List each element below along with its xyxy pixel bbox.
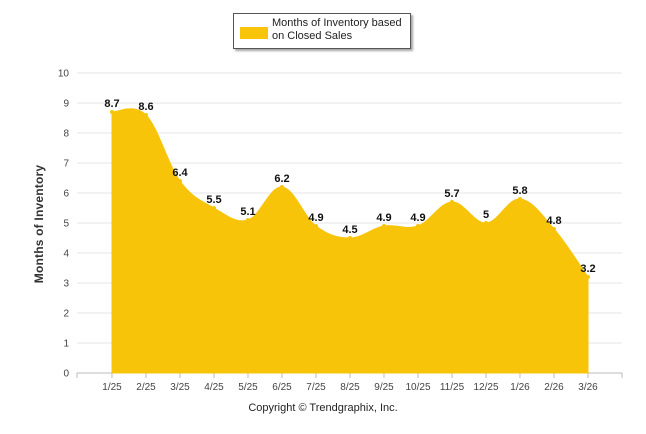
x-tick-label: 10/25: [405, 382, 430, 393]
data-point: [552, 227, 556, 231]
x-axis-ticks: 1/25 2/25 3/25 4/25 5/25 6/25 7/25 8/25 9/25 10/2…: [76, 373, 623, 393]
data-label: 8.6: [138, 101, 153, 113]
y-tick-label: 10: [58, 69, 70, 80]
data-label: 5: [483, 209, 489, 221]
data-label: 6.2: [274, 173, 289, 185]
data-label: 5.8: [512, 185, 527, 197]
data-point: [314, 224, 318, 228]
legend-label: Months of Inventory based on Closed Sale…: [272, 17, 402, 42]
x-tick-label: 8/25: [340, 382, 360, 393]
data-point: [280, 185, 284, 189]
x-tick-label: 9/25: [374, 382, 394, 393]
area-series: [110, 108, 590, 374]
data-point: [450, 200, 454, 204]
data-label: 4.8: [546, 215, 561, 227]
x-tick-label: 12/25: [473, 382, 498, 393]
x-tick-label: 4/25: [204, 382, 224, 393]
data-point: [110, 110, 114, 114]
data-label: 4.9: [308, 212, 323, 224]
legend: Months of Inventory based on Closed Sale…: [233, 13, 411, 49]
legend-swatch: [240, 27, 268, 39]
copyright-footer: Copyright © Trendgraphix, Inc.: [248, 402, 398, 414]
data-point: [382, 224, 386, 228]
area-fill: [111, 108, 589, 374]
x-tick-label: 3/25: [170, 382, 190, 393]
data-label: 4.5: [342, 224, 357, 236]
data-label: 3.2: [580, 263, 595, 275]
x-tick-label: 1/25: [102, 382, 122, 393]
x-tick-label: 1/26: [510, 382, 530, 393]
y-tick-label: 0: [63, 369, 69, 380]
y-axis-title: Months of Inventory: [32, 164, 46, 284]
data-point: [416, 224, 420, 228]
data-labels: 8.7 8.6 6.4 5.5 5.1 6.2 4.9 4.5 4.9 4.9 5.7 5 5.8 4.8…: [104, 98, 595, 275]
data-label: 8.7: [104, 98, 119, 110]
x-tick-label: 3/26: [578, 382, 598, 393]
y-axis-ticks: 0 1 2 3 4 5 6 7 8 9 10: [58, 69, 70, 380]
x-tick-label: 6/25: [272, 382, 292, 393]
y-tick-label: 2: [63, 309, 69, 320]
y-tick-label: 4: [63, 249, 69, 260]
data-label: 5.7: [444, 188, 459, 200]
x-tick-label: 11/25: [440, 382, 465, 393]
data-point: [348, 236, 352, 240]
data-label: 5.1: [240, 206, 255, 218]
x-tick-label: 5/25: [238, 382, 258, 393]
data-point: [518, 197, 522, 201]
data-point: [586, 275, 590, 279]
y-tick-label: 8: [63, 129, 69, 140]
data-point: [212, 206, 216, 210]
data-point: [178, 179, 182, 183]
y-tick-label: 9: [63, 99, 69, 110]
data-point: [484, 221, 488, 225]
data-label: 4.9: [376, 212, 391, 224]
y-tick-label: 3: [63, 279, 69, 290]
y-tick-label: 7: [63, 159, 69, 170]
y-tick-label: 5: [63, 219, 69, 230]
data-label: 5.5: [206, 194, 221, 206]
y-tick-label: 6: [63, 189, 69, 200]
data-label: 6.4: [172, 167, 188, 179]
x-tick-label: 2/25: [136, 382, 156, 393]
y-tick-label: 1: [63, 339, 69, 350]
data-label: 4.9: [410, 212, 425, 224]
x-tick-label: 2/26: [544, 382, 564, 393]
data-point: [246, 218, 250, 222]
x-tick-label: 7/25: [306, 382, 326, 393]
data-point: [144, 113, 148, 117]
